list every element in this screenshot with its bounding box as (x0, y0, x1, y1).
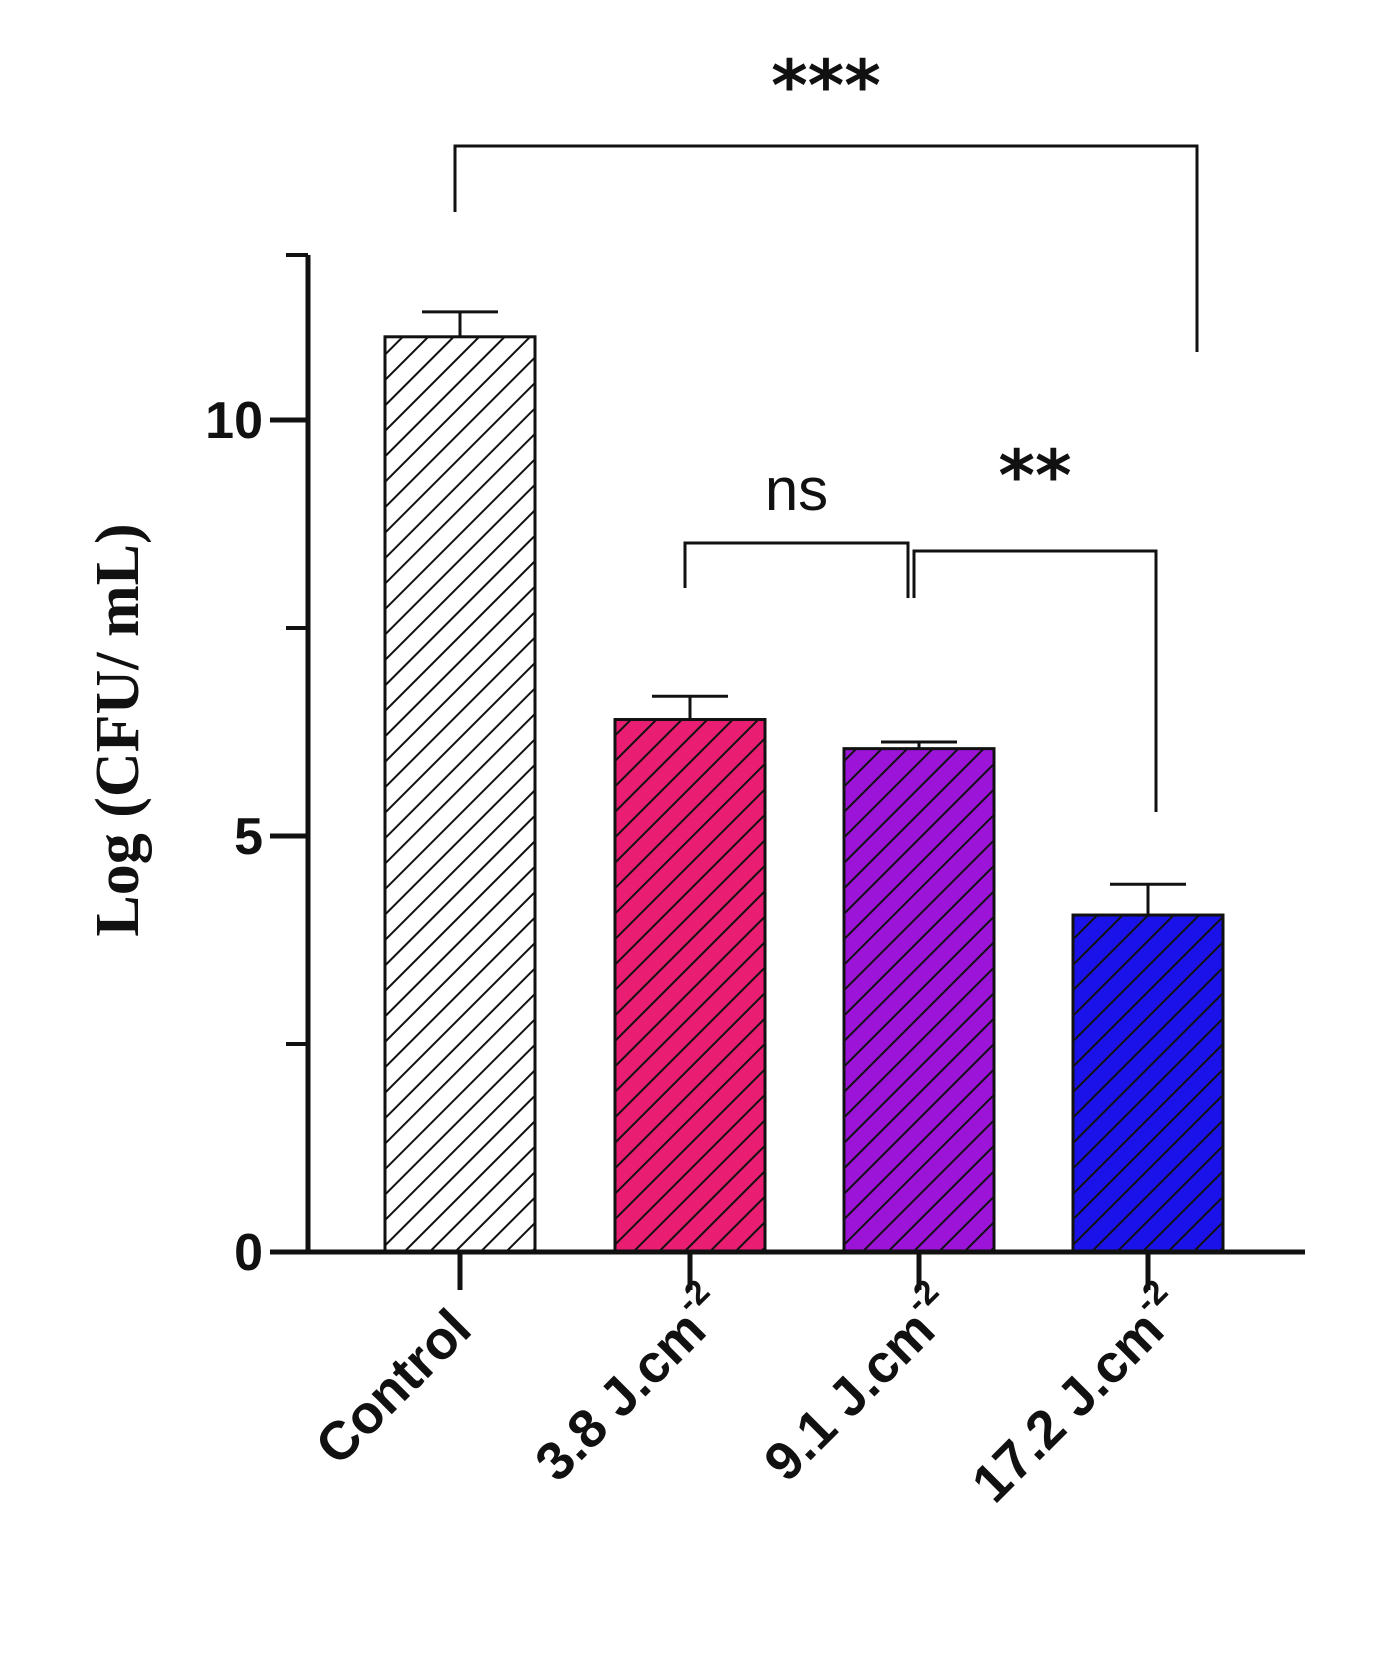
bar (1071, 913, 1225, 1254)
x-tick-label: 17.2 J.cm-2 (955, 1272, 1196, 1513)
significance-bracket (912, 549, 1158, 812)
bars-group (383, 310, 1225, 1254)
significance-bracket (683, 541, 910, 598)
y-axis-title: Log (CFU/ mL) (84, 523, 152, 936)
y-tick-label: 5 (234, 808, 263, 866)
x-tick-label: 3.8 J.cm-2 (518, 1272, 738, 1492)
significance-label: ** (998, 435, 1071, 517)
bar (383, 335, 537, 1254)
x-tick-label: Control (304, 1298, 482, 1476)
bar (613, 718, 767, 1254)
significance-group: *** ns ** (453, 45, 1199, 812)
significance-label: ns (765, 456, 828, 523)
x-tick-label: 9.1 J.cm-2 (747, 1272, 967, 1492)
significance-bracket (453, 144, 1199, 352)
y-tick-label: 0 (234, 1224, 263, 1282)
y-tick-label: 10 (205, 392, 263, 450)
significance-label: *** (771, 45, 881, 127)
bar (842, 747, 996, 1254)
